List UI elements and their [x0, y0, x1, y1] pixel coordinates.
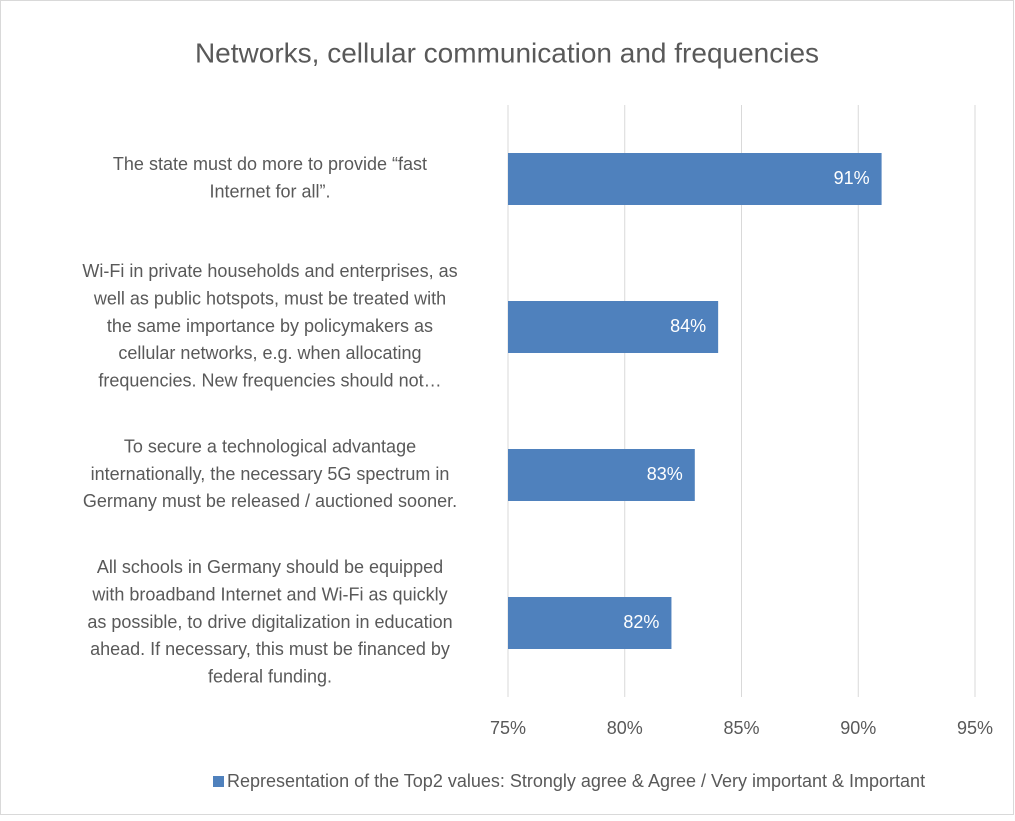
bar	[508, 449, 695, 501]
y-tick-label: Germany must be released / auctioned soo…	[83, 491, 457, 511]
x-tick-label: 80%	[607, 718, 643, 738]
data-label: 91%	[834, 168, 870, 188]
y-tick-label: federal funding.	[208, 666, 332, 686]
bar	[508, 597, 672, 649]
x-tick-label: 95%	[957, 718, 993, 738]
y-tick-label: The state must do more to provide “fast	[113, 154, 427, 174]
x-tick-label: 85%	[723, 718, 759, 738]
y-tick-label: well as public hotspots, must be treated…	[93, 288, 446, 308]
data-label: 83%	[647, 464, 683, 484]
y-tick-label: internationally, the necessary 5G spectr…	[91, 464, 450, 484]
y-tick-label: as possible, to drive digitalization in …	[87, 612, 452, 632]
x-tick-label: 75%	[490, 718, 526, 738]
y-tick-label: Wi-Fi in private households and enterpri…	[82, 261, 457, 281]
x-tick-label: 90%	[840, 718, 876, 738]
bar	[508, 301, 719, 353]
y-tick-label: cellular networks, e.g. when allocating	[118, 343, 421, 363]
y-tick-label: the same importance by policymakers as	[107, 316, 433, 336]
y-tick-label: ahead. If necessary, this must be financ…	[90, 639, 450, 659]
legend-label: Representation of the Top2 values: Stron…	[227, 771, 925, 791]
legend-swatch	[213, 776, 224, 787]
y-tick-label: frequencies. New frequencies should not…	[98, 370, 441, 390]
data-label: 84%	[670, 316, 706, 336]
bar	[508, 153, 882, 205]
chart-title: Networks, cellular communication and fre…	[195, 37, 819, 68]
y-tick-label: To secure a technological advantage	[124, 436, 416, 456]
y-tick-label: All schools in Germany should be equippe…	[97, 557, 443, 577]
y-tick-label: Internet for all”.	[209, 181, 330, 201]
y-tick-label: with broadband Internet and Wi-Fi as qui…	[91, 584, 447, 604]
data-label: 82%	[623, 612, 659, 632]
